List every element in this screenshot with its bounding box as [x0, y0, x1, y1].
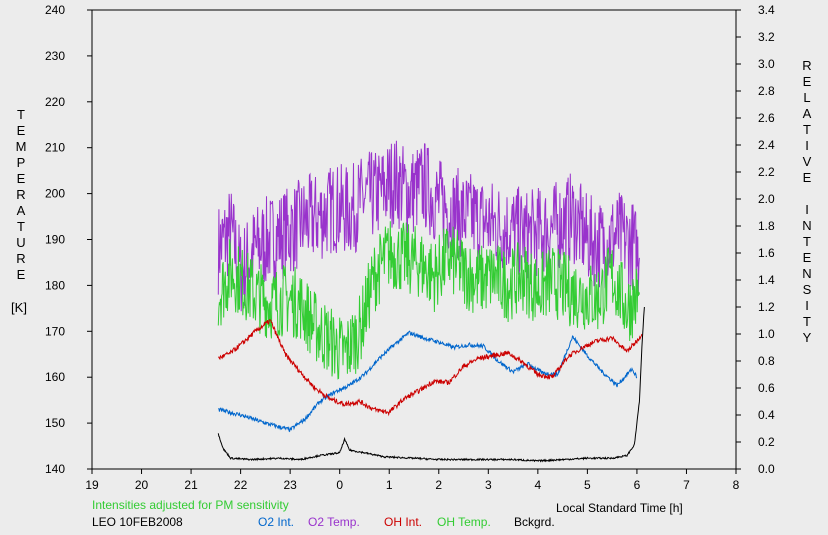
series-line-o2-int [218, 330, 638, 433]
series-lines [217, 140, 645, 463]
y-right-title-letter: E [803, 74, 812, 89]
y-right-title-letter: E [803, 250, 812, 265]
y-right-tick-label: 0.6 [758, 381, 775, 395]
x-tick-label: 7 [683, 478, 690, 492]
y-left-title-letter: A [17, 203, 26, 218]
y-left-title-letter: U [16, 235, 25, 250]
y-right-tick-label: 1.0 [758, 327, 775, 341]
x-tick-label: 8 [733, 478, 740, 492]
y-left-tick-label: 170 [45, 324, 65, 338]
legend-entry: OH Temp. [437, 515, 491, 529]
y-right-title-letter: T [803, 314, 811, 329]
y-right-title-letter: I [805, 202, 809, 217]
y-left-tick-label: 200 [45, 187, 65, 201]
x-tick-label: 2 [435, 478, 442, 492]
y-right-title-letter: A [803, 106, 812, 121]
y-left-unit: [K] [11, 300, 27, 315]
station-date: LEO 10FEB2008 [92, 515, 183, 529]
x-tick-label: 1 [386, 478, 393, 492]
y-right-tick-label: 3.2 [758, 30, 775, 44]
y-right-tick-label: 1.6 [758, 246, 775, 260]
x-tick-label: 22 [234, 478, 248, 492]
y-right-title-letter: S [803, 282, 812, 297]
x-tick-label: 6 [634, 478, 641, 492]
x-tick-label: 5 [584, 478, 591, 492]
series-line-oh-temp [217, 221, 640, 380]
x-tick-label: 3 [485, 478, 492, 492]
legend-entry: OH Int. [384, 515, 422, 529]
y-right-tick-label: 1.2 [758, 300, 775, 314]
y-left-title-letter: T [17, 107, 25, 122]
y-right-tick-label: 1.4 [758, 273, 775, 287]
y-right-tick-label: 2.4 [758, 138, 775, 152]
x-tick-label: 0 [336, 478, 343, 492]
y-left-tick-label: 220 [45, 95, 65, 109]
axis-labels: Local Standard Time [h] Intensities adju… [11, 58, 812, 529]
y-right-title-letter: L [803, 90, 810, 105]
y-right-title-letter: N [802, 218, 811, 233]
legend: O2 Int. O2 Temp. OH Int. OH Temp. Bckgrd. [258, 515, 555, 529]
series-line-oh-int [218, 318, 643, 417]
y-right-title-letter: T [803, 234, 811, 249]
y-right-tick-label: 0.2 [758, 435, 775, 449]
y-left-tick-label: 160 [45, 370, 65, 384]
legend-entry: Bckgrd. [514, 515, 555, 529]
y-right-tick-label: 2.6 [758, 111, 775, 125]
y-left-tick-label: 180 [45, 278, 65, 292]
y-right-tick-label: 0.4 [758, 408, 775, 422]
y-right-title-letter: Y [803, 330, 812, 345]
y-right-title-letter: I [805, 138, 809, 153]
y-left-tick-label: 190 [45, 233, 65, 247]
y-right-title-letter: E [803, 170, 812, 185]
x-tick-label: 19 [85, 478, 99, 492]
y-left-tick-label: 240 [45, 3, 65, 17]
y-left-tick-label: 140 [45, 462, 65, 476]
y-left-title-letter: T [17, 219, 25, 234]
y-right-tick-label: 2.8 [758, 84, 775, 98]
y-left-title-letter: E [17, 171, 26, 186]
legend-entry: O2 Int. [258, 515, 294, 529]
y-right-tick-label: 1.8 [758, 219, 775, 233]
y-left-tick-label: 230 [45, 49, 65, 63]
y-right-tick-label: 2.2 [758, 165, 775, 179]
legend-entry: O2 Temp. [308, 515, 360, 529]
y-right-tick-label: 2.0 [758, 192, 775, 206]
y-right-title-letter: R [802, 58, 811, 73]
y-right-tick-label: 0.8 [758, 354, 775, 368]
series-line-o2-temp [217, 140, 640, 312]
x-tick-label: 4 [535, 478, 542, 492]
y-left-title-letter: R [16, 187, 25, 202]
y-right-tick-label: 3.4 [758, 3, 775, 17]
y-left-title-letter: E [17, 123, 26, 138]
y-left-tick-label: 150 [45, 416, 65, 430]
intensity-note: Intensities adjusted for PM sensitivity [92, 498, 289, 512]
y-right-title-letter: V [803, 154, 812, 169]
axes: 19 20 21 22 23 0 1 2 3 4 5 6 7 8140150160170180190200… [45, 3, 775, 492]
y-right-title-letter: T [803, 122, 811, 137]
x-tick-label: 20 [135, 478, 149, 492]
y-left-title-letter: M [16, 139, 27, 154]
y-right-title-letter: N [802, 266, 811, 281]
y-right-tick-label: 3.0 [758, 57, 775, 71]
x-tick-label: 21 [184, 478, 198, 492]
y-right-title-letter: I [805, 298, 809, 313]
y-left-title-letter: R [16, 251, 25, 266]
x-tick-label: 23 [283, 478, 297, 492]
series-line-bckgrd [217, 306, 645, 463]
y-left-title-letter: P [17, 155, 26, 170]
y-right-tick-label: 0.0 [758, 462, 775, 476]
x-axis-title: Local Standard Time [h] [556, 501, 683, 515]
y-left-title-letter: E [17, 267, 26, 282]
y-left-tick-label: 210 [45, 141, 65, 155]
